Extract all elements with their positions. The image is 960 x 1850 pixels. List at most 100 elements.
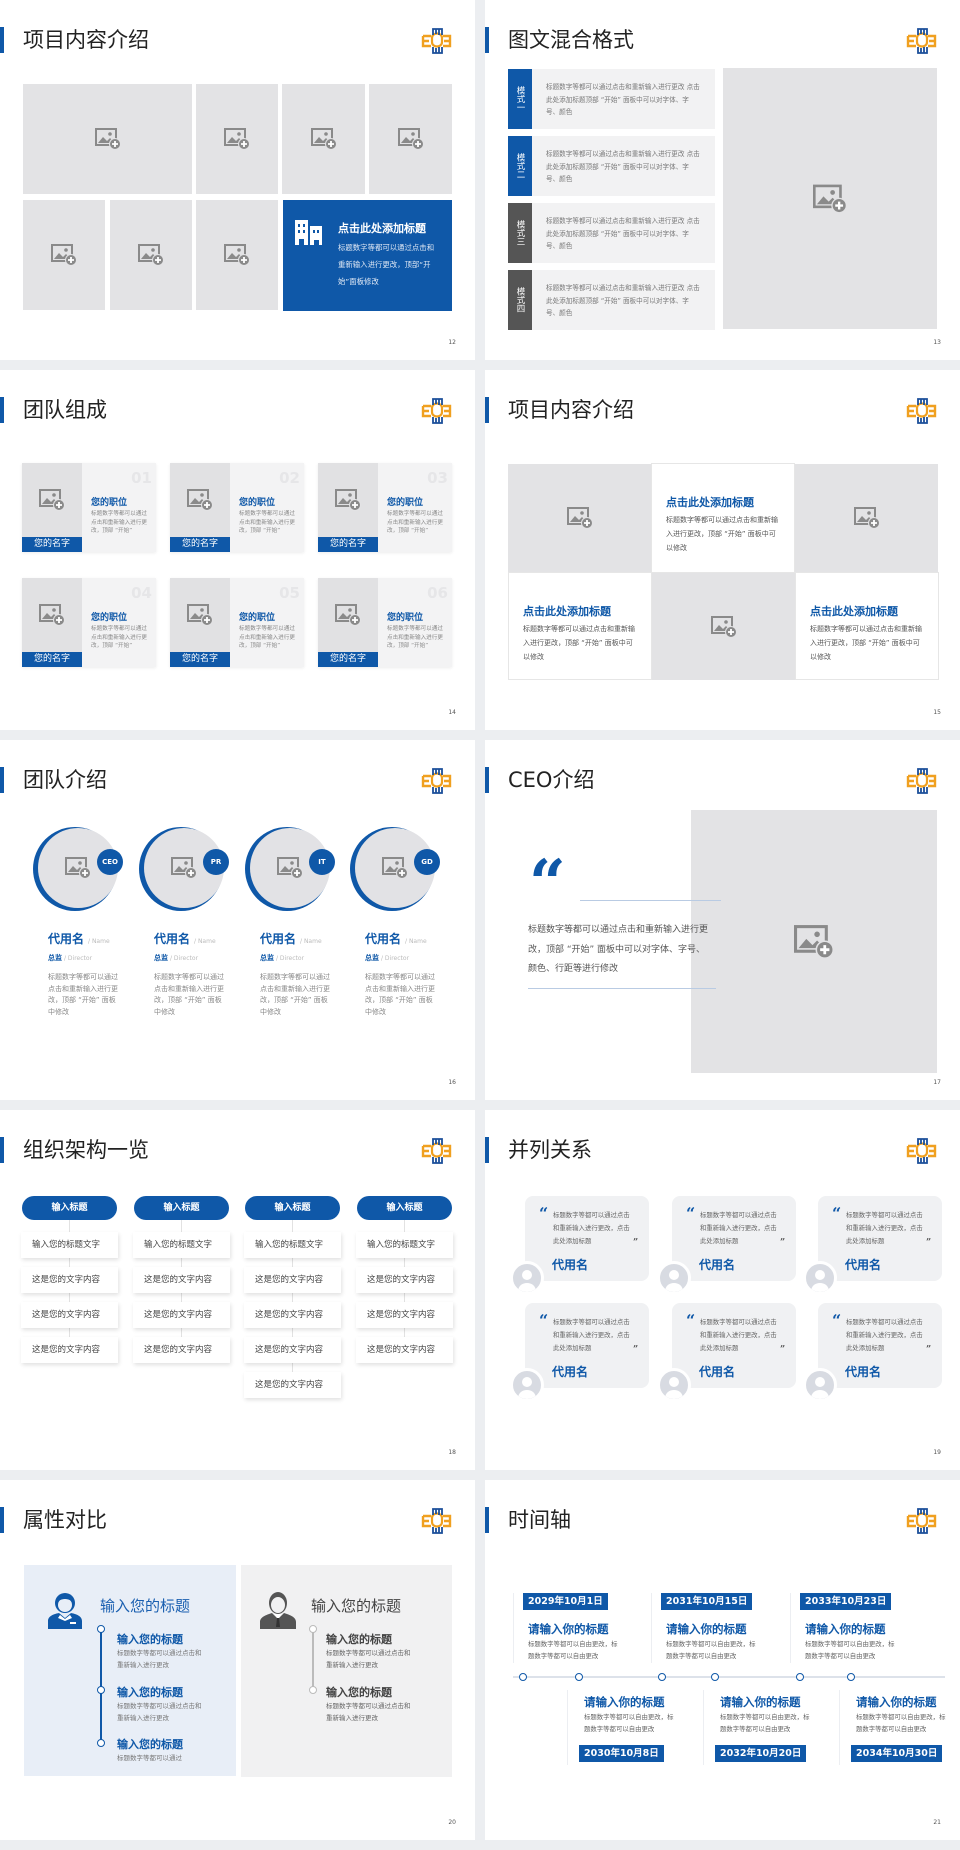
page-number: 15 <box>933 709 941 716</box>
quote-card[interactable]: “标题数字等都可以通过点击和重新输入进行更改，点击此处添加标题” 代用名 <box>803 1303 942 1402</box>
page-number: 21 <box>933 1819 941 1826</box>
column-header[interactable]: 输入标题 <box>22 1196 117 1220</box>
image-placeholder[interactable] <box>282 84 365 194</box>
image-placeholder[interactable] <box>170 578 230 652</box>
member-card[interactable]: 您的名字 05 您的职位 标题数字等都可以通过点击和重新输入进行更改，顶部 “开始” <box>170 578 304 667</box>
member-card[interactable]: 您的名字 02 您的职位 标题数字等都可以通过点击和重新输入进行更改，顶部 “开始” <box>170 463 304 552</box>
slide-12[interactable]: 项目内容介绍 点击此处添加标题 标题数字等都可以通过点击和重新输入进行更改，顶部… <box>0 0 475 360</box>
content-card[interactable]: 点击此处添加标题 标题数字等都可以通过点击和重新输入进行更改，顶部 “开始” 面板… <box>795 572 939 680</box>
slide-14[interactable]: 团队组成 您的名字 01 您的职位 标题数字等都可以通过点击和重新输入进行更改，顶部 … <box>0 370 475 730</box>
image-placeholder[interactable] <box>723 68 937 329</box>
slide-18[interactable]: 组织架构一览 输入标题 输入您的标题文字 这是您的文字内容 这是您的文字内容 这是您的文… <box>0 1110 475 1470</box>
brand-logo-icon <box>906 1506 938 1536</box>
title-accent-bar <box>485 27 489 53</box>
image-placeholder[interactable] <box>22 578 82 652</box>
org-item[interactable]: 这是您的文字内容 <box>133 1337 230 1363</box>
org-item[interactable]: 这是您的文字内容 <box>244 1267 341 1293</box>
org-item[interactable]: 这是您的文字内容 <box>356 1302 453 1328</box>
org-item[interactable]: 这是您的文字内容 <box>21 1267 118 1293</box>
image-add-icon <box>187 489 213 511</box>
org-item[interactable]: 这是您的文字内容 <box>133 1302 230 1328</box>
member-card[interactable]: 您的名字 06 您的职位 标题数字等都可以通过点击和重新输入进行更改，顶部 “开始” <box>318 578 452 667</box>
member-text: 标题数字等都可以通过点击和重新输入进行更改，顶部 “开始” <box>91 626 147 649</box>
member-card[interactable]: 您的名字 01 您的职位 标题数字等都可以通过点击和重新输入进行更改，顶部 “开始” <box>22 463 156 552</box>
divider <box>580 900 721 901</box>
mode-item[interactable]: 模式三 标题数字等都可以通过点击和重新输入进行更改 点击此处添加标题顶部 “开始… <box>508 203 715 263</box>
male-user-icon <box>260 1592 296 1629</box>
image-placeholder[interactable] <box>508 464 651 572</box>
image-placeholder[interactable] <box>23 84 192 194</box>
quote-author: 代用名 <box>552 1258 589 1272</box>
quote-text: 标题数字等都可以通过点击和重新输入进行更改，点击此处添加标题 <box>553 1211 630 1245</box>
org-item[interactable]: 输入您的标题文字 <box>356 1232 453 1258</box>
content-card[interactable]: 点击此处添加标题 标题数字等都可以通过点击和重新输入进行更改，顶部 “开始” 面板… <box>651 463 795 573</box>
event-date: 2029年10月1日 <box>523 1593 608 1610</box>
org-item[interactable]: 这是您的文字内容 <box>356 1267 453 1293</box>
title-accent-bar <box>0 27 4 53</box>
org-item[interactable]: 这是您的文字内容 <box>244 1372 341 1398</box>
slide-21[interactable]: 时间轴 2029年10月1日 请输入你的标题 标题数字等都可以自由更改，标题数字等都… <box>485 1480 960 1840</box>
open-quote-icon: “ <box>539 1204 549 1223</box>
org-item[interactable]: 输入您的标题文字 <box>244 1232 341 1258</box>
org-item[interactable]: 这是您的文字内容 <box>356 1337 453 1363</box>
content-card[interactable]: 点击此处添加标题 标题数字等都可以通过点击和重新输入进行更改，顶部 “开始” 面板… <box>508 572 652 680</box>
org-item[interactable]: 这是您的文字内容 <box>21 1337 118 1363</box>
timeline-line <box>312 1628 314 1689</box>
org-item[interactable]: 这是您的文字内容 <box>21 1302 118 1328</box>
quote-card[interactable]: “标题数字等都可以通过点击和重新输入进行更改，点击此处添加标题” 代用名 <box>657 1303 796 1402</box>
slide-19[interactable]: 并列关系 “标题数字等都可以通过点击和重新输入进行更改，点击此处添加标题” 代用名… <box>485 1110 960 1470</box>
mode-item[interactable]: 模式二 标题数字等都可以通过点击和重新输入进行更改 点击此处添加标题顶部 “开始… <box>508 136 715 196</box>
image-placeholder[interactable] <box>22 463 82 537</box>
quote-card[interactable]: “标题数字等都可以通过点击和重新输入进行更改，点击此处添加标题” 代用名 <box>510 1196 649 1295</box>
item-title: 输入您的标题 <box>117 1686 183 1699</box>
image-placeholder[interactable] <box>170 463 230 537</box>
user-avatar-icon <box>803 1368 837 1402</box>
person-role: 总监 / Director <box>48 945 92 964</box>
image-placeholder[interactable] <box>23 200 105 310</box>
image-placeholder[interactable] <box>318 578 378 652</box>
org-item[interactable]: 这是您的文字内容 <box>133 1267 230 1293</box>
image-add-icon <box>310 128 337 150</box>
org-item[interactable]: 这是您的文字内容 <box>244 1337 341 1363</box>
image-placeholder[interactable] <box>196 200 278 310</box>
column-header[interactable]: 输入标题 <box>245 1196 340 1220</box>
image-placeholder[interactable] <box>318 463 378 537</box>
timeline-dot <box>97 1625 105 1633</box>
role-badge: GD <box>414 849 440 875</box>
person-role: 总监 / Director <box>154 945 198 964</box>
mode-item[interactable]: 模式四 标题数字等都可以通过点击和重新输入进行更改 点击此处添加标题顶部 “开始… <box>508 270 715 330</box>
feature-title: 点击此处添加标题 <box>338 222 426 235</box>
quote-card[interactable]: “标题数字等都可以通过点击和重新输入进行更改，点击此处添加标题” 代用名 <box>657 1196 796 1295</box>
member-card[interactable]: 您的名字 03 您的职位 标题数字等都可以通过点击和重新输入进行更改，顶部 “开始” <box>318 463 452 552</box>
slide-15[interactable]: 项目内容介绍 点击此处添加标题 标题数字等都可以通过点击和重新输入进行更改，顶部 … <box>485 370 960 730</box>
title-accent-bar <box>485 1507 489 1533</box>
image-placeholder[interactable] <box>196 84 278 194</box>
image-placeholder[interactable] <box>691 810 937 1073</box>
org-item[interactable]: 这是您的文字内容 <box>244 1302 341 1328</box>
org-item[interactable]: 输入您的标题文字 <box>133 1232 230 1258</box>
image-placeholder[interactable] <box>795 464 938 572</box>
column-header[interactable]: 输入标题 <box>134 1196 229 1220</box>
slide-20[interactable]: 属性对比 输入您的标题 输入您的标题 标题数字等都可以通过点击和重新输入进行更改… <box>0 1480 475 1840</box>
brand-logo-icon <box>421 26 453 56</box>
image-placeholder[interactable] <box>369 84 452 194</box>
member-card[interactable]: 您的名字 04 您的职位 标题数字等都可以通过点击和重新输入进行更改，顶部 “开始” <box>22 578 156 667</box>
image-placeholder[interactable] <box>652 573 795 680</box>
mode-item[interactable]: 模式一 标题数字等都可以通过点击和重新输入进行更改 点击此处添加标题顶部 “开始… <box>508 69 715 129</box>
timeline-dot <box>519 1673 527 1681</box>
column-header[interactable]: 输入标题 <box>357 1196 452 1220</box>
member-name: 您的名字 <box>318 537 378 552</box>
quote-card[interactable]: “标题数字等都可以通过点击和重新输入进行更改，点击此处添加标题” 代用名 <box>803 1196 942 1295</box>
slide-13[interactable]: 图文混合格式 模式一 标题数字等都可以通过点击和重新输入进行更改 点击此处添加标… <box>485 0 960 360</box>
member-number: 01 <box>131 469 152 487</box>
person-name: 代用名 / Name <box>365 928 427 947</box>
slide-16[interactable]: 团队介绍 CEO 代用名 / Name 总监 / Director 标题数字等都可以通过点… <box>0 740 475 1100</box>
slide-17[interactable]: CEO介绍 “ 标题数字等都可以通过点击和重新输入进行更改，顶部 “开始” 面板… <box>485 740 960 1100</box>
card-border <box>703 1690 704 1765</box>
quote-card[interactable]: “标题数字等都可以通过点击和重新输入进行更改，点击此处添加标题” 代用名 <box>510 1303 649 1402</box>
image-placeholder[interactable] <box>110 200 192 310</box>
member-position: 您的职位 <box>91 613 128 623</box>
org-item[interactable]: 输入您的标题文字 <box>21 1232 118 1258</box>
person-text: 标题数字等都可以通过点击和重新输入进行更改，顶部 “开始” 面板中修改 <box>260 973 330 1016</box>
timeline-dot <box>847 1673 855 1681</box>
